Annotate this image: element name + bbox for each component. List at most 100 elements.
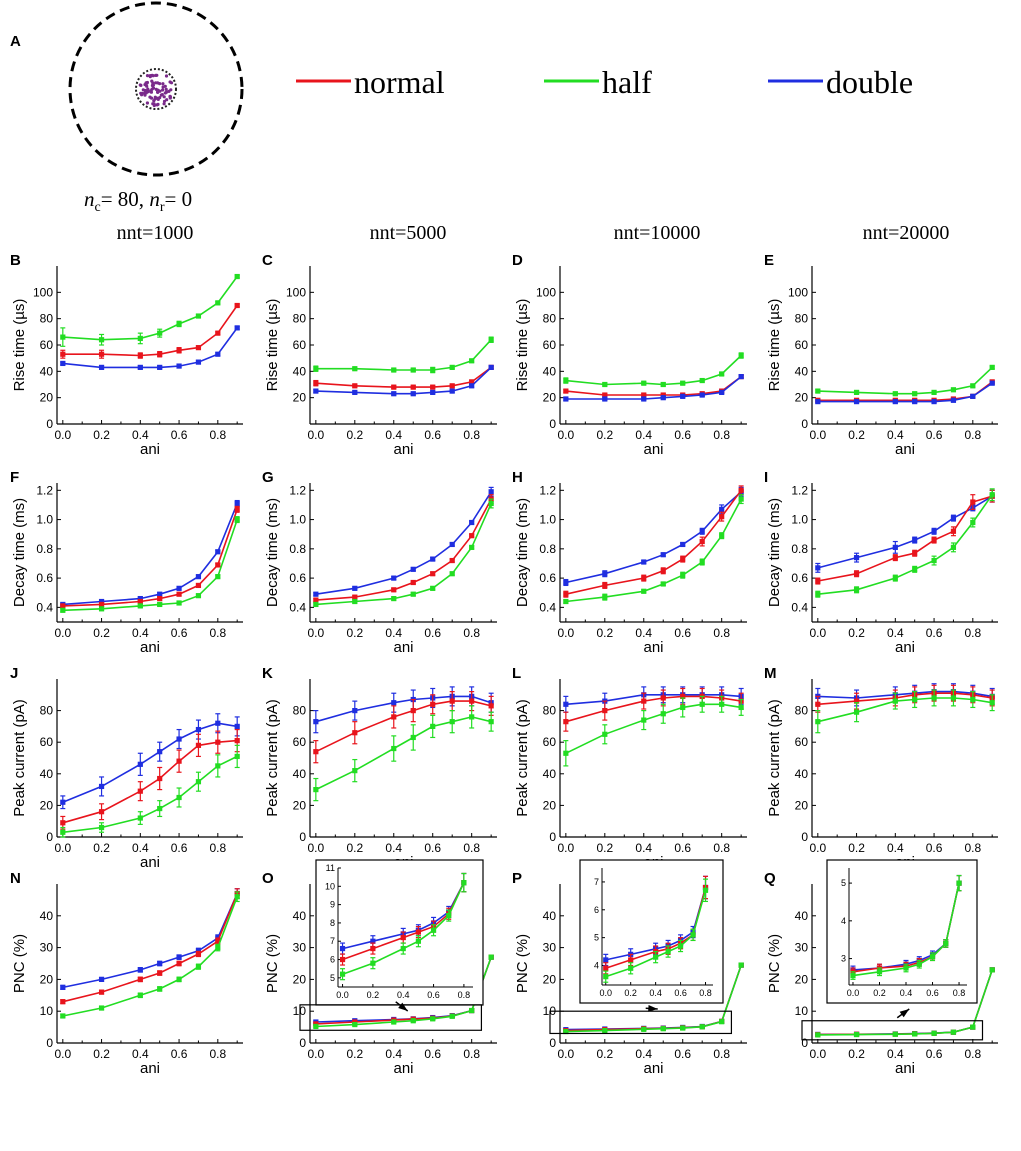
x-tick-label: 0.2 bbox=[93, 1047, 110, 1061]
y-tick-label: 0 bbox=[46, 417, 53, 431]
y-tick-label: 1.2 bbox=[791, 483, 808, 497]
series-line-half bbox=[62, 896, 238, 1017]
data-point-half bbox=[195, 593, 202, 599]
data-point-normal bbox=[215, 739, 221, 745]
data-point-normal bbox=[60, 820, 66, 826]
data-point-normal bbox=[410, 384, 416, 390]
data-point-double bbox=[488, 364, 494, 370]
x-axis-label: ani bbox=[393, 639, 413, 656]
data-point-half bbox=[853, 1031, 860, 1038]
series-line-half bbox=[565, 498, 742, 603]
x-tick-label: 0.0 bbox=[809, 1047, 826, 1061]
data-point-half bbox=[176, 600, 182, 606]
data-point-half bbox=[660, 1026, 666, 1032]
cluster-dot bbox=[145, 101, 149, 105]
data-point-normal bbox=[563, 591, 569, 597]
zoom-box bbox=[549, 1010, 733, 1035]
data-point-half bbox=[137, 992, 143, 998]
y-tick-label: 80 bbox=[543, 704, 557, 718]
data-point-half bbox=[719, 1019, 725, 1025]
data-point-normal bbox=[234, 738, 240, 744]
y-axis-label: PNC (%) bbox=[514, 934, 531, 993]
data-point-normal bbox=[628, 957, 634, 963]
y-tick-label: 40 bbox=[795, 364, 809, 378]
legend-label-normal: normal bbox=[354, 64, 445, 100]
data-point-normal bbox=[157, 351, 163, 357]
cluster-dot bbox=[165, 98, 169, 102]
panel-c: C 20 40 60 80 100 0.0 0.2 0.4 0.6 0.8 ani Rise time … bbox=[262, 252, 497, 458]
series-line-double bbox=[817, 690, 993, 699]
y-tick-label: 10 bbox=[795, 1004, 809, 1018]
data-point-double bbox=[195, 948, 202, 954]
data-point-normal bbox=[853, 571, 860, 577]
x-tick-label: 0.2 bbox=[596, 841, 613, 855]
x-tick-label: 0.4 bbox=[635, 626, 652, 640]
data-point-half bbox=[137, 815, 143, 821]
x-axis-label: ani bbox=[643, 1060, 663, 1077]
panel-label: J bbox=[10, 665, 18, 682]
series-line-normal bbox=[315, 700, 492, 753]
caption-sub-r: r bbox=[160, 200, 165, 215]
y-tick-label: 60 bbox=[543, 338, 557, 352]
zoom-box bbox=[801, 1020, 984, 1041]
series-line-double bbox=[62, 722, 238, 803]
series-line-half bbox=[315, 339, 492, 371]
inset-y-tick-label: 4 bbox=[841, 916, 846, 926]
data-point-double bbox=[950, 515, 957, 521]
data-point-double bbox=[815, 399, 821, 405]
cluster-dot bbox=[140, 91, 144, 95]
x-tick-label: 0.6 bbox=[926, 626, 943, 640]
data-point-half bbox=[137, 335, 143, 342]
caption-n2: n bbox=[149, 187, 160, 211]
data-point-normal bbox=[449, 698, 455, 704]
data-point-half bbox=[943, 940, 949, 947]
data-point-normal bbox=[699, 538, 705, 545]
data-point-double bbox=[195, 726, 202, 733]
zoom-arrowhead bbox=[899, 1009, 910, 1018]
data-point-half bbox=[912, 566, 918, 572]
data-point-half bbox=[563, 750, 569, 756]
cluster-dot bbox=[149, 96, 154, 100]
y-tick-label: 20 bbox=[293, 391, 307, 405]
data-point-normal bbox=[352, 594, 358, 600]
data-point-half bbox=[195, 313, 202, 319]
cluster-dot bbox=[162, 102, 166, 106]
inset-x-tick-label: 0.2 bbox=[873, 988, 886, 998]
data-point-half bbox=[815, 388, 821, 394]
data-point-normal bbox=[137, 788, 143, 794]
data-point-double bbox=[157, 364, 163, 370]
cluster-dots bbox=[135, 68, 177, 110]
y-tick-label: 0.6 bbox=[539, 571, 556, 585]
data-point-half bbox=[719, 701, 725, 707]
data-point-double bbox=[391, 575, 397, 581]
data-point-half bbox=[313, 1023, 319, 1030]
data-point-normal bbox=[563, 388, 569, 394]
x-axis-label: ani bbox=[895, 1060, 915, 1077]
y-tick-label: 1.0 bbox=[791, 513, 808, 527]
data-point-half bbox=[60, 334, 66, 340]
y-tick-label: 0.8 bbox=[289, 542, 306, 556]
inset-y-tick-label: 9 bbox=[330, 900, 335, 910]
cluster-dot bbox=[164, 87, 168, 91]
data-point-double bbox=[853, 399, 860, 405]
x-tick-label: 0.4 bbox=[385, 428, 402, 442]
inset-x-tick-label: 0.0 bbox=[336, 990, 349, 1000]
data-point-double bbox=[60, 984, 66, 990]
data-point-half bbox=[391, 1019, 397, 1025]
y-tick-label: 40 bbox=[795, 767, 809, 781]
x-tick-label: 0.0 bbox=[308, 626, 325, 640]
data-point-double bbox=[603, 957, 609, 963]
data-point-half bbox=[391, 595, 397, 602]
data-point-normal bbox=[313, 597, 319, 603]
data-point-normal bbox=[391, 714, 397, 720]
y-axis-label: Peak current (pA) bbox=[766, 699, 783, 817]
data-point-double bbox=[699, 392, 705, 398]
inset-x-tick-label: 0.8 bbox=[458, 990, 471, 1000]
y-tick-label: 1.2 bbox=[539, 483, 556, 497]
y-tick-label: 1.2 bbox=[289, 483, 306, 497]
data-point-half bbox=[370, 960, 376, 966]
x-tick-label: 0.0 bbox=[308, 1047, 325, 1061]
y-tick-label: 30 bbox=[795, 941, 809, 955]
data-point-normal bbox=[680, 556, 686, 562]
